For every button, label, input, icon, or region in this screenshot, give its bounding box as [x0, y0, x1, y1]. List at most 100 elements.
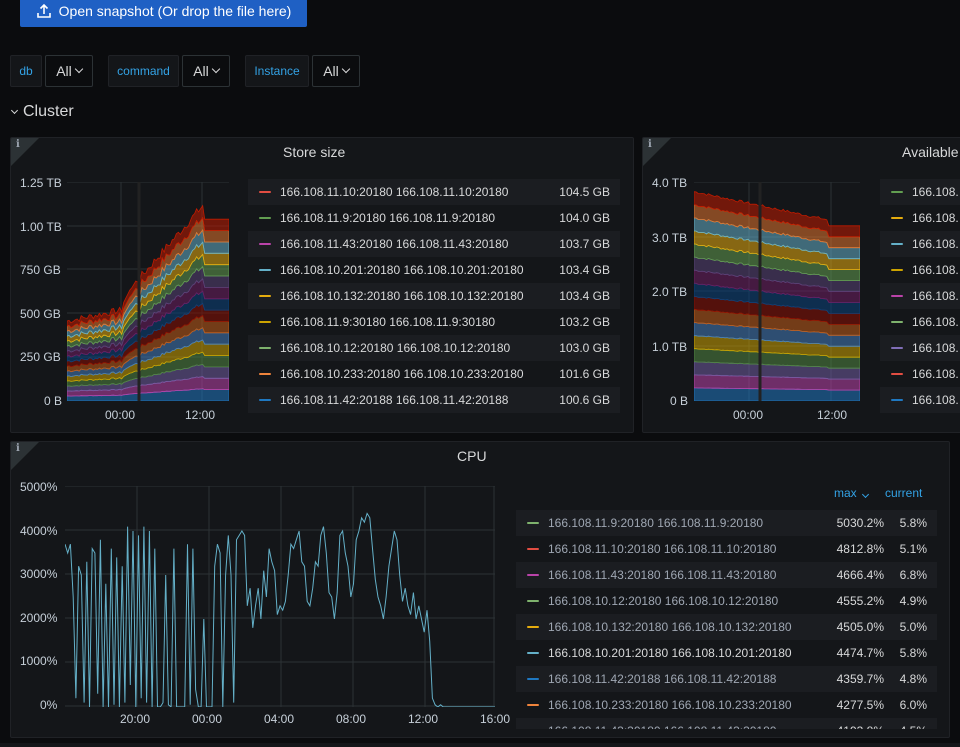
y-tick-label: 3.0 TB: [652, 231, 688, 245]
legend-swatch: [891, 191, 903, 193]
cpu-chart[interactable]: [65, 486, 495, 707]
legend-max-value: 4359.7%: [836, 672, 884, 686]
legend-swatch: [891, 217, 903, 219]
legend-header-current[interactable]: current: [885, 486, 923, 500]
legend-name: 166.108.10.12:20180 166.108.10.12:20180: [280, 341, 511, 355]
legend-row[interactable]: 166.108.: [880, 335, 960, 361]
legend-row[interactable]: 166.108.11.43:20180 166.108.11.43:20180 1…: [248, 231, 620, 257]
legend-swatch: [527, 704, 539, 706]
y-tick-label: 3000%: [20, 567, 58, 581]
legend-sort-max[interactable]: max: [834, 486, 870, 500]
store-size-chart[interactable]: [67, 182, 229, 401]
legend-row[interactable]: 166.108.: [880, 257, 960, 283]
legend-value-value: 103.4 GB: [559, 263, 610, 277]
legend-swatch: [259, 243, 271, 245]
legend-row[interactable]: 166.108.: [880, 231, 960, 257]
chevron-down-icon: [10, 106, 19, 115]
legend-row[interactable]: 166.108.10.12:20180 166.108.10.12:20180 1…: [248, 335, 620, 361]
open-snapshot-button[interactable]: Open snapshot (Or drop the file here): [20, 0, 307, 27]
panel-title[interactable]: Store size: [283, 144, 346, 160]
legend-row[interactable]: 166.108.11.42:20188 166.108.11.42:20188 4…: [516, 666, 937, 692]
store-size-legend: 166.108.11.43:30180 166.108.11.43:30180 …: [248, 174, 620, 426]
variable-select-instance-value: All: [323, 63, 339, 79]
legend-row[interactable]: 166.108.11.9:30180 166.108.11.9:30180 103…: [248, 309, 620, 335]
legend-value-value: 101.6 GB: [559, 367, 610, 381]
panel-title[interactable]: Available: [902, 144, 959, 160]
legend-max-value: 4666.4%: [836, 568, 884, 582]
legend-swatch: [259, 321, 271, 323]
legend-swatch: [527, 652, 539, 654]
legend-current-value: 5.1%: [899, 542, 927, 556]
x-tick-label: 12:00: [408, 712, 439, 726]
y-tick-label: 0 B: [670, 394, 689, 408]
legend-row[interactable]: 166.108.10.201:20180 166.108.10.201:2018…: [516, 640, 937, 666]
legend-name: 166.108.: [912, 341, 959, 355]
legend-row[interactable]: 166.108.10.12:20180 166.108.10.12:20180 4…: [516, 588, 937, 614]
panel-info-corner[interactable]: [11, 442, 39, 470]
open-snapshot-label: Open snapshot (Or drop the file here): [58, 2, 292, 19]
chevron-down-icon: [74, 64, 84, 74]
legend-row[interactable]: 166.108.11.43:30180 166.108.11.43:301804…: [516, 718, 937, 729]
legend-value-value: 103.0 GB: [559, 341, 610, 355]
variable-select-instance[interactable]: All: [312, 55, 360, 87]
legend-swatch: [891, 295, 903, 297]
legend-row[interactable]: 166.108.11.9:20180 166.108.11.9:20180 104…: [248, 205, 620, 231]
legend-swatch: [527, 600, 539, 602]
legend-row[interactable]: 166.108.: [880, 179, 960, 205]
legend-row[interactable]: 166.108.11.42:20188 166.108.11.42:20188 1…: [248, 387, 620, 413]
legend-row[interactable]: 166.108.: [880, 309, 960, 335]
available-chart[interactable]: [694, 182, 860, 401]
legend-row[interactable]: 166.108.11.10:20180 166.108.11.10:20180 4…: [516, 536, 937, 562]
legend-name: 166.108.10.132:20180 166.108.10.132:2018…: [280, 289, 524, 303]
legend-max-value: 5030.2%: [836, 516, 884, 530]
legend-row[interactable]: 166.108.10.233:20180 166.108.10.233:2018…: [248, 361, 620, 387]
panel-store-size: i Store size 1.25 TB 1.00 TB 750 GB 500 …: [10, 137, 634, 433]
y-tick-label: 5000%: [20, 480, 58, 494]
upload-icon: [36, 3, 52, 19]
legend-current-value: 5.0%: [899, 620, 927, 634]
chevron-down-icon: [211, 64, 221, 74]
legend-row[interactable]: 166.108.10.233:20180 166.108.10.233:2018…: [516, 692, 937, 718]
legend-row[interactable]: 166.108.11.10:20180 166.108.11.10:20180 1…: [248, 179, 620, 205]
legend-row[interactable]: 166.108.11.9:20180 166.108.11.9:20180 503…: [516, 510, 937, 536]
panel-info-corner[interactable]: [11, 138, 39, 166]
legend-max-value: 4555.2%: [836, 594, 884, 608]
variable-select-db[interactable]: All: [45, 55, 93, 87]
cpu-legend: 166.108.11.9:20180 166.108.11.9:20180 503…: [516, 505, 937, 729]
y-tick-label: 2000%: [20, 611, 58, 625]
y-tick-label: 4.0 TB: [652, 176, 688, 190]
legend-swatch: [527, 626, 539, 628]
variable-label-instance: Instance: [245, 55, 309, 87]
legend-swatch: [259, 191, 271, 193]
variable-label-command: command: [108, 55, 179, 87]
legend-name: 166.108.: [912, 393, 959, 407]
legend-swatch: [259, 269, 271, 271]
legend-row[interactable]: 166.108.: [880, 205, 960, 231]
legend-row[interactable]: 166.108.10.201:20180 166.108.10.201:2018…: [248, 257, 620, 283]
legend-row[interactable]: 166.108.: [880, 283, 960, 309]
legend-row[interactable]: 166.108.10.132:20180 166.108.10.132:2018…: [516, 614, 937, 640]
panel-title[interactable]: CPU: [457, 448, 487, 464]
row-cluster-toggle[interactable]: Cluster: [10, 103, 74, 121]
legend-max-value: 4277.5%: [836, 698, 884, 712]
y-tick-label: 1.25 TB: [20, 176, 62, 190]
legend-row[interactable]: 166.108.: [880, 387, 960, 413]
legend-row[interactable]: 166.108.11.43:20180 166.108.11.43:20180 4…: [516, 562, 937, 588]
legend-name: 166.108.11.43:30180 166.108.11.43:30180: [548, 724, 814, 729]
chevron-down-icon: [341, 64, 351, 74]
legend-swatch: [259, 373, 271, 375]
legend-name: 166.108.: [912, 289, 959, 303]
legend-name: 166.108.11.10:20180 166.108.11.10:20180: [548, 542, 777, 556]
legend-row[interactable]: 166.108.: [880, 361, 960, 387]
legend-value-value: 103.2 GB: [559, 315, 610, 329]
legend-swatch: [527, 678, 539, 680]
variable-select-command[interactable]: All: [182, 55, 230, 87]
chart-grid: [65, 486, 495, 707]
panel-available: i Available 4.0 TB 3.0 TB 2.0 TB 1.0 TB …: [642, 137, 960, 433]
legend-row[interactable]: 166.108.10.132:20180 166.108.10.132:2018…: [248, 283, 620, 309]
legend-name: 166.108.10.233:20180 166.108.10.233:2018…: [280, 367, 524, 381]
legend-current-value: 5.8%: [899, 516, 927, 530]
legend-name: 166.108.11.43:20180 166.108.11.43:20180: [280, 237, 509, 251]
panel-info-corner[interactable]: [643, 138, 671, 166]
chevron-down-icon: [861, 490, 870, 499]
